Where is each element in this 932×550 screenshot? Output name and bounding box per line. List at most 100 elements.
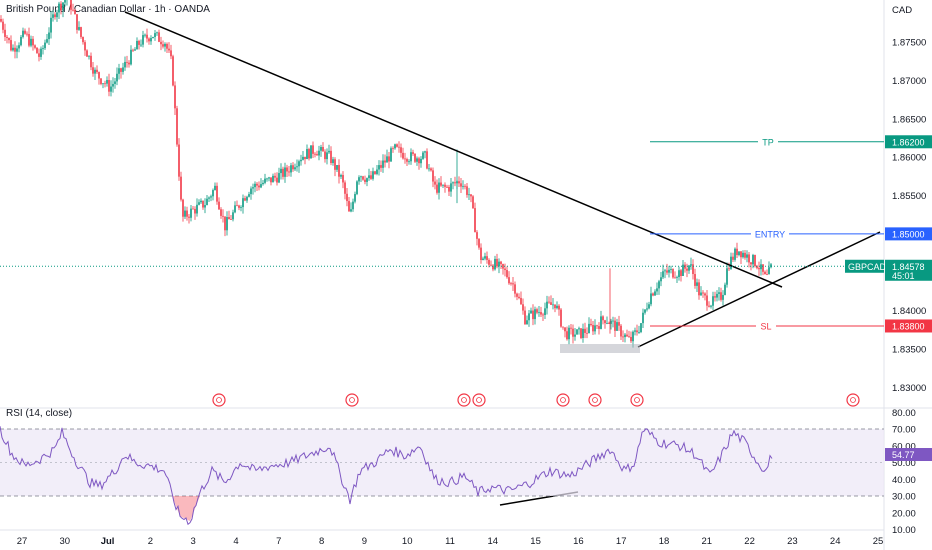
candle-body — [430, 168, 432, 171]
candle-body — [718, 292, 720, 294]
tp-label: TP — [762, 137, 774, 147]
candle-body — [372, 171, 374, 179]
candle-body — [304, 156, 306, 160]
time-axis[interactable]: 27 30 Jul 2 3 4 7 8 9 10 11 14 15 16 17 18 21 22 23 24 25 — [17, 536, 884, 547]
candle-body — [682, 264, 684, 276]
candle-body — [302, 156, 304, 160]
price-tick-label: 1.86000 — [892, 153, 926, 164]
time-tick-label: 3 — [191, 536, 196, 547]
tp-price-value: 1.86200 — [892, 137, 925, 147]
candle-body — [274, 175, 276, 178]
candle-body — [272, 175, 274, 183]
time-tick-label: 30 — [60, 536, 71, 547]
candle-body — [464, 185, 466, 187]
candle-body — [638, 332, 640, 333]
candle-body — [538, 312, 540, 313]
candle-body — [426, 151, 428, 169]
candle-body — [748, 254, 750, 263]
candle-body — [650, 293, 652, 305]
candle-body — [52, 14, 54, 18]
candle-body — [576, 329, 578, 335]
candle-body — [526, 320, 528, 325]
candle-body — [692, 264, 694, 275]
trade-levels[interactable]: TP 1.86200 ENTRY 1.85000 SL 1.83800 GBPCAD 1.84… — [0, 135, 932, 333]
candle-body — [288, 171, 290, 173]
candle-body — [122, 67, 124, 72]
candle-body — [574, 334, 576, 337]
candle-body — [522, 304, 524, 311]
candle-body — [244, 198, 246, 201]
candle-body — [374, 171, 376, 174]
candle-body — [556, 305, 558, 309]
candle-body — [218, 201, 220, 210]
candle-body — [240, 207, 242, 208]
candle-body — [220, 209, 222, 216]
price-tick-label: 1.87500 — [892, 38, 926, 49]
flag-icon — [850, 397, 856, 403]
candle-body — [340, 175, 342, 177]
candle-body — [172, 56, 174, 86]
candle-body — [420, 158, 422, 164]
candle-body — [644, 309, 646, 313]
candle-body — [330, 150, 332, 164]
support-zone[interactable] — [560, 344, 640, 353]
candle-body — [560, 309, 562, 327]
candle-body — [488, 259, 490, 265]
candle-body — [528, 313, 530, 321]
rsi-pane[interactable]: 80.00 70.00 60.00 50.00 40.00 30.00 20.00 10.00… — [0, 408, 932, 536]
descending-trendline[interactable] — [124, 11, 783, 288]
candle-body — [490, 264, 492, 266]
candle-body — [720, 292, 722, 300]
time-tick-label: 21 — [702, 536, 713, 547]
candle-body — [702, 292, 704, 294]
candle-body — [496, 258, 498, 267]
time-tick-label: 18 — [659, 536, 670, 547]
candle-body — [112, 83, 114, 87]
candle-body — [90, 55, 92, 68]
candle-body — [534, 309, 536, 320]
candle-body — [202, 200, 204, 208]
economic-event-markers[interactable] — [212, 393, 860, 407]
candle-body — [376, 169, 378, 174]
candle-body — [478, 238, 480, 248]
candle-body — [476, 232, 478, 239]
candle-body — [616, 322, 618, 331]
candle-body — [646, 308, 648, 310]
candle-body — [18, 45, 20, 49]
rsi-tick-label: 30.00 — [892, 492, 916, 503]
candle-body — [516, 293, 518, 297]
candle-body — [370, 175, 372, 179]
ascending-trendline[interactable] — [637, 231, 881, 348]
candle-body — [310, 145, 312, 159]
candle-body — [242, 198, 244, 208]
candle-body — [568, 327, 570, 340]
flag-icon — [216, 397, 222, 403]
candle-body — [448, 186, 450, 192]
candle-body — [186, 210, 188, 217]
candle-body — [276, 177, 278, 183]
time-tick-label: Jul — [101, 536, 115, 547]
candle-body — [294, 167, 296, 170]
candle-body — [724, 284, 726, 295]
candle-body — [34, 45, 36, 48]
candle-body — [396, 144, 398, 147]
candle-body — [32, 38, 34, 46]
candle-body — [514, 284, 516, 294]
candle-body — [120, 68, 122, 72]
candle-body — [252, 187, 254, 189]
candle-body — [388, 156, 390, 162]
candle-body — [622, 336, 624, 338]
candle-body — [584, 328, 586, 333]
candle-body — [184, 210, 186, 217]
price-axis[interactable]: 1.87500 1.87000 1.86500 1.86000 1.85500 1.850… — [892, 38, 926, 394]
candle-body — [648, 304, 650, 309]
time-tick-label: 14 — [488, 536, 499, 547]
candle-body — [422, 152, 424, 159]
candle-body — [600, 316, 602, 329]
candle-body — [144, 34, 146, 36]
candle-body — [210, 196, 212, 198]
candle-body — [284, 167, 286, 177]
candle-body — [418, 158, 420, 164]
candle-body — [14, 47, 16, 52]
